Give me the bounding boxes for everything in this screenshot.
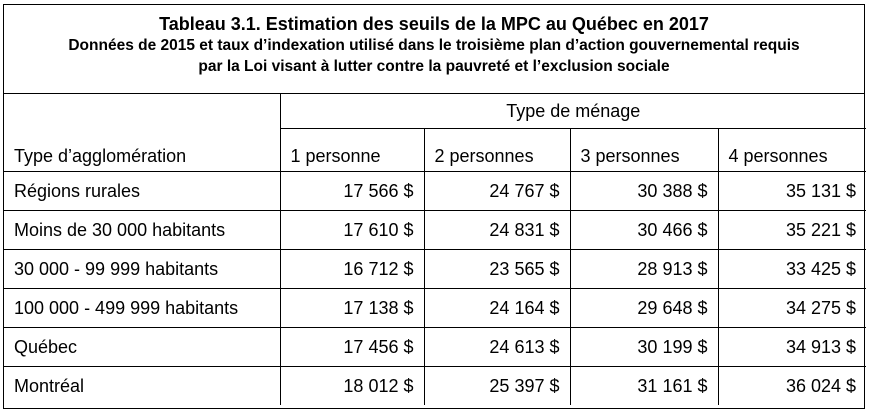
column-header-2-persons: 2 personnes (423, 128, 571, 172)
cell-value: 33 425 $ (717, 249, 867, 289)
household-type-header: Type de ménage (279, 94, 867, 129)
table-subtitle-line-2: par la Loi visant à lutter contre la pau… (198, 58, 670, 75)
cell-value: 17 566 $ (279, 171, 425, 211)
agglomeration-type-header: Type d’agglomération (4, 128, 281, 172)
table-row: 100 000 - 499 999 habitants 17 138 $ 24 … (4, 288, 867, 328)
cell-value: 31 161 $ (569, 366, 719, 405)
table-row: Moins de 30 000 habitants 17 610 $ 24 83… (4, 210, 867, 250)
table-subtitle-line-1: Données de 2015 et taux d’indexation uti… (68, 37, 800, 54)
cell-value: 35 131 $ (717, 171, 867, 211)
table-title: Tableau 3.1. Estimation des seuils de la… (159, 14, 709, 34)
row-label: 100 000 - 499 999 habitants (4, 288, 281, 328)
table-row: Québec 17 456 $ 24 613 $ 30 199 $ 34 913… (4, 327, 867, 367)
cell-value: 34 275 $ (717, 288, 867, 328)
row-label: 30 000 - 99 999 habitants (4, 249, 281, 289)
column-header-4-persons: 4 personnes (717, 128, 867, 172)
table-row: Régions rurales 17 566 $ 24 767 $ 30 388… (4, 171, 867, 211)
column-header-1-person: 1 personne (279, 128, 425, 172)
row-label: Montréal (4, 366, 281, 405)
table-caption: Tableau 3.1. Estimation des seuils de la… (4, 5, 864, 94)
header-corner-cell (4, 94, 281, 129)
cell-value: 24 831 $ (423, 210, 571, 250)
cell-value: 18 012 $ (279, 366, 425, 405)
cell-value: 16 712 $ (279, 249, 425, 289)
cell-value: 24 767 $ (423, 171, 571, 211)
cell-value: 30 199 $ (569, 327, 719, 367)
cell-value: 17 610 $ (279, 210, 425, 250)
cell-value: 30 466 $ (569, 210, 719, 250)
cell-value: 29 648 $ (569, 288, 719, 328)
threshold-table: Type de ménage Type d’agglomération 1 pe… (4, 94, 867, 405)
cell-value: 23 565 $ (423, 249, 571, 289)
cell-value: 24 164 $ (423, 288, 571, 328)
header-column-row: Type d’agglomération 1 personne 2 person… (4, 128, 867, 172)
cell-value: 35 221 $ (717, 210, 867, 250)
cell-value: 17 138 $ (279, 288, 425, 328)
data-table-container: Tableau 3.1. Estimation des seuils de la… (3, 4, 867, 409)
column-header-3-persons: 3 personnes (569, 128, 719, 172)
row-label: Moins de 30 000 habitants (4, 210, 281, 250)
table-row: Montréal 18 012 $ 25 397 $ 31 161 $ 36 0… (4, 366, 867, 405)
row-label: Régions rurales (4, 171, 281, 211)
cell-value: 17 456 $ (279, 327, 425, 367)
row-label: Québec (4, 327, 281, 367)
cell-value: 34 913 $ (717, 327, 867, 367)
cell-value: 28 913 $ (569, 249, 719, 289)
cell-value: 25 397 $ (423, 366, 571, 405)
header-group-row: Type de ménage (4, 94, 867, 129)
table-row: 30 000 - 99 999 habitants 16 712 $ 23 56… (4, 249, 867, 289)
cell-value: 30 388 $ (569, 171, 719, 211)
cell-value: 36 024 $ (717, 366, 867, 405)
cell-value: 24 613 $ (423, 327, 571, 367)
